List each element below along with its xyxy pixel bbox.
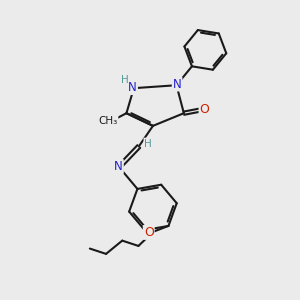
Text: N: N <box>114 160 123 173</box>
Text: N: N <box>173 77 182 91</box>
Text: H: H <box>121 75 128 85</box>
Text: CH₃: CH₃ <box>98 116 118 126</box>
Text: O: O <box>144 226 154 239</box>
Text: N: N <box>128 81 137 94</box>
Text: H: H <box>144 139 152 148</box>
Text: O: O <box>200 103 209 116</box>
